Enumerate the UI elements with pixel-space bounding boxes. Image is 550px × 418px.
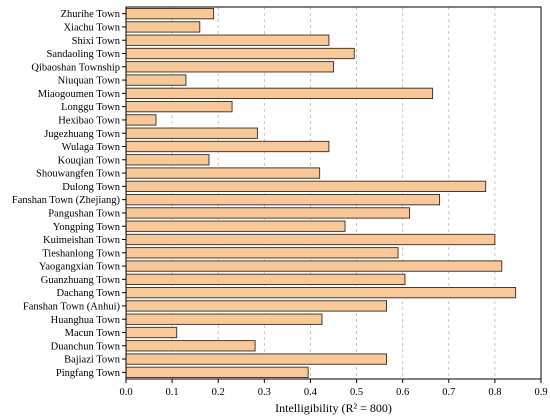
ticks	[122, 13, 542, 383]
bar	[125, 300, 387, 312]
bar	[125, 273, 406, 285]
category-label: Tieshanlong Town	[42, 248, 120, 259]
x-tick-label: 0.5	[350, 387, 363, 398]
category-label: Shouwangfen Town	[36, 169, 121, 180]
x-tick-labels: 0.0 0.1 0.2 0.3 0.4 0.5 0.6 0.7 0.8 0.9	[119, 387, 547, 398]
category-label: Longgu Town	[61, 102, 121, 113]
category-label: Yongping Town	[53, 222, 121, 233]
bar	[125, 34, 330, 46]
x-tick-label: 0.1	[166, 387, 179, 398]
bar	[125, 260, 503, 272]
category-label: Wulaga Town	[62, 142, 121, 153]
bar	[125, 313, 323, 325]
bar	[125, 154, 210, 166]
bar	[125, 127, 258, 139]
category-label: Jugezhuang Town	[44, 129, 121, 140]
x-tick-label: 0.4	[304, 387, 318, 398]
x-tick-label: 0.2	[212, 387, 225, 398]
category-label: Macun Town	[65, 328, 121, 339]
bars	[125, 8, 517, 378]
category-label: Dulong Town	[62, 182, 120, 193]
category-label: Pingfang Town	[56, 368, 121, 379]
x-tick-label: 0.7	[442, 387, 455, 398]
x-tick-label: 0.9	[534, 387, 547, 398]
category-label: Kuimeishan Town	[43, 235, 121, 246]
bar	[125, 220, 346, 232]
bar	[125, 194, 441, 206]
category-label: Shixi Town	[72, 36, 121, 47]
category-label: Sandaoling Town	[47, 49, 121, 60]
x-axis-title: Intelligibility (R² = 800)	[275, 401, 392, 415]
bar	[125, 207, 411, 219]
category-label: Kouqian Town	[58, 155, 121, 166]
x-tick-label: 0.0	[119, 387, 132, 398]
bar	[125, 247, 399, 259]
category-label: Fanshan Town (Anhui)	[23, 302, 121, 313]
category-label: Qibaoshan Township	[31, 62, 120, 73]
category-label: Yaogangxian Town	[39, 262, 121, 273]
bar	[125, 74, 187, 86]
category-label: Bajiazi Town	[64, 355, 121, 366]
plot-frame	[125, 6, 542, 380]
category-label: Pangushan Town	[48, 209, 120, 220]
bar	[125, 353, 387, 365]
bar	[125, 326, 178, 339]
bar	[125, 21, 201, 33]
bar	[125, 61, 334, 73]
category-label: Niuquan Town	[58, 76, 121, 87]
category-label: Zhurihe Town	[61, 9, 121, 20]
category-label: Duanchun Town	[51, 341, 121, 352]
bar	[125, 233, 496, 246]
bar	[125, 180, 487, 192]
bar	[125, 167, 321, 179]
category-label: Huanghua Town	[51, 315, 121, 326]
bar	[125, 47, 355, 60]
x-tick-label: 0.6	[396, 387, 409, 398]
x-tick-label: 0.8	[488, 387, 501, 398]
bar	[125, 87, 434, 99]
category-labels: Zhurihe Town Xiachu Town Shixi Town Sandaol…	[12, 9, 121, 379]
bar	[125, 366, 309, 378]
category-label: Fanshan Town (Zhejiang)	[12, 195, 121, 206]
bar	[125, 101, 233, 113]
category-label: Dachang Town	[56, 288, 120, 299]
bar	[125, 340, 256, 352]
category-label: Xiachu Town	[63, 23, 120, 34]
category-label: Miaogoumen Town	[38, 89, 121, 100]
category-label: Hexibao Town	[58, 116, 121, 127]
x-tick-label: 0.3	[258, 387, 271, 398]
category-label: Guanzhuang Town	[41, 275, 121, 286]
bar	[125, 287, 517, 299]
bar	[125, 114, 157, 126]
bar	[125, 140, 330, 153]
bar	[125, 8, 215, 20]
